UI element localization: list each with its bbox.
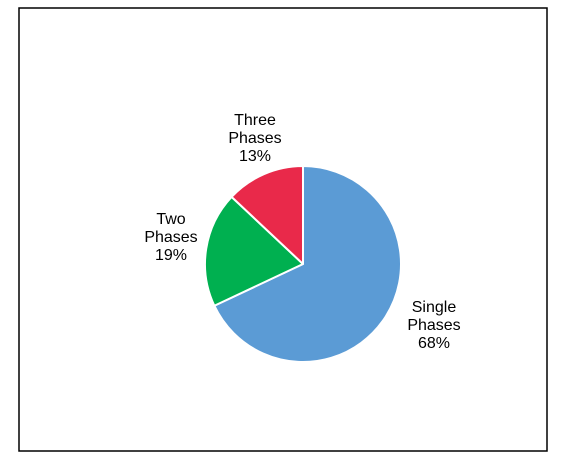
slice-label-two-line1: Two xyxy=(156,211,185,228)
slice-label-three-line1: Three xyxy=(234,112,276,129)
slice-label-three-line2: Phases xyxy=(228,130,281,147)
slice-label-two-percent: 19% xyxy=(155,247,187,264)
slice-label-two-line2: Phases xyxy=(144,229,197,246)
slice-label-single-percent: 68% xyxy=(418,335,450,352)
slice-label-single-line1: Single xyxy=(412,299,457,316)
slice-label-single-line2: Phases xyxy=(407,317,460,334)
pie-slices xyxy=(205,166,401,362)
slice-label-three-percent: 13% xyxy=(239,148,271,165)
